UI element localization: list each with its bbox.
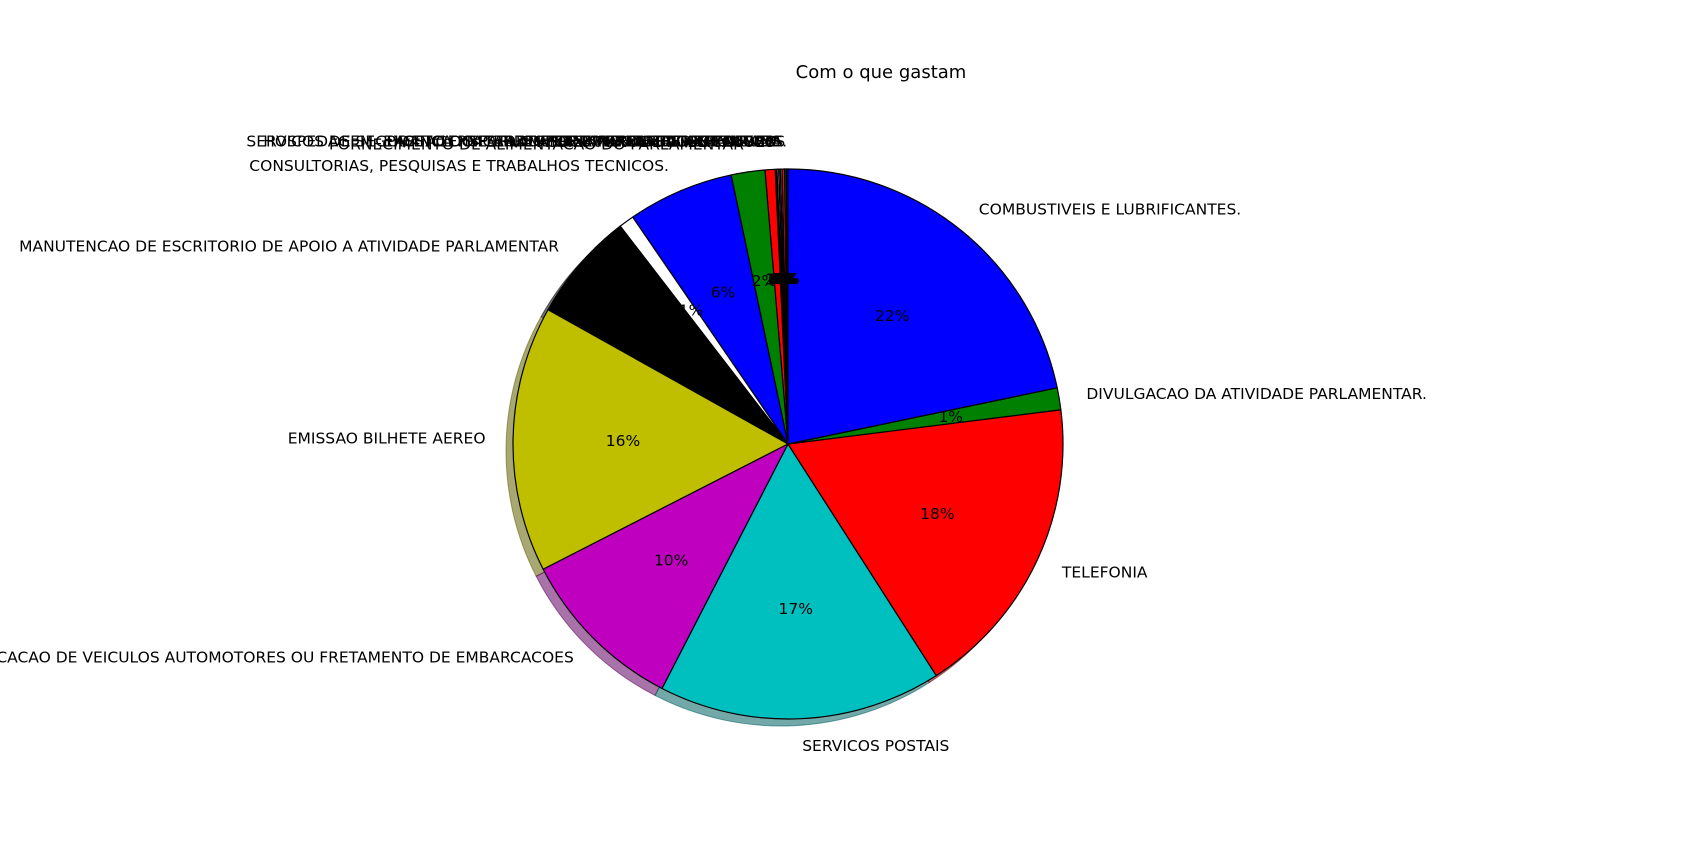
slice-percent-label: 0% <box>772 270 797 288</box>
slice-category-label: DIVULGACAO DA ATIVIDADE PARLAMENTAR. <box>1086 385 1427 403</box>
slice-percent-label: 0% <box>773 270 798 288</box>
slice-category-label: ASSINATURA DE PUBLICACOES <box>537 133 774 151</box>
pie-slice <box>512 309 789 570</box>
pie-slice <box>787 168 1058 445</box>
slice-percent-label: 16% <box>606 432 640 450</box>
slice-category-label: EMISSAO BILHETE AEREO <box>288 429 486 447</box>
slice-category-label: CONSULTORIAS, PESQUISAS E TRABALHOS TECN… <box>249 157 669 175</box>
pie-slice <box>661 443 937 720</box>
slice-percent-label: 0% <box>769 270 794 288</box>
slice-category-label: PASSAGENS TERRESTRES, MARITIMAS OU FLUVI… <box>386 133 782 151</box>
slice-percent-label: 0% <box>771 270 796 288</box>
slice-percent-label: 17% <box>779 600 813 618</box>
slice-category-label: COMBUSTIVEIS E LUBRIFICANTES. <box>979 200 1241 218</box>
slice-category-label: MANUTENCAO DE ESCRITORIO DE APOIO A ATIV… <box>19 237 559 255</box>
slice-category-label: PARTICIPACAO EM CURSO <box>579 133 777 151</box>
slice-category-label: LOCACAO OU FRETAMENTO DE AERONAVES <box>441 133 780 151</box>
slice-category-label: SERVICOS DE SEGURANCA PRESTADO POR EMPRE… <box>246 133 787 151</box>
slice-category-label: SERVICOS POSTAIS <box>802 737 949 755</box>
slice-percent-label: 18% <box>920 505 954 523</box>
slice-category-label: TELEFONIA <box>1061 563 1148 581</box>
slice-percent-label: 2% <box>752 272 777 290</box>
chart-title: Com o que gastam <box>796 62 967 83</box>
slice-category-label: HOSPEDAGEM ,EXCETO DO PARLAMENTAR NO DIS… <box>263 133 778 151</box>
slice-percent-label: 1% <box>938 408 963 426</box>
slice-category-label: PASSAGENS AEREAS <box>626 133 785 151</box>
slice-percent-label: 0% <box>770 270 795 288</box>
percent-labels: 0%0%0%0%0%0%0%1%2%6%1%16%10%17%18%1%22% <box>606 270 963 618</box>
slice-percent-label: 22% <box>875 307 909 325</box>
pie-slice <box>547 225 789 445</box>
slice-category-label: LOCACAO DE VEICULOS AUTOMOTORES OU FRETA… <box>0 649 574 667</box>
pie-slice <box>542 443 789 690</box>
slice-percent-label: 0% <box>774 270 799 288</box>
slice-percent-label: 1% <box>679 302 704 320</box>
slice-percent-label: 0% <box>775 270 800 288</box>
slice-category-label: FORNECIMENTO DE ALIMENTACAO DO PARLAMENT… <box>329 136 744 154</box>
slice-percent-label: 1% <box>765 270 790 288</box>
pie-slice <box>787 409 1064 677</box>
pie-wedges <box>512 168 1064 720</box>
slice-percent-label: 10% <box>654 552 688 570</box>
slice-percent-label: 6% <box>711 283 736 301</box>
category-labels: SERVICOS DE SEGURANCA PRESTADO POR EMPRE… <box>0 133 1427 756</box>
